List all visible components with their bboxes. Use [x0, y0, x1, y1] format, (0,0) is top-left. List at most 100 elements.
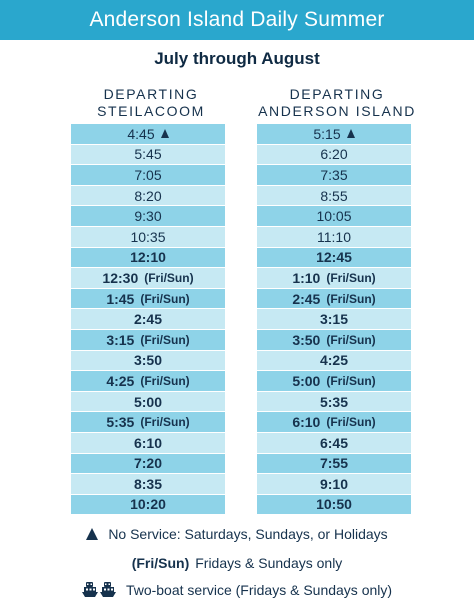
departure-time: 9:30 — [134, 208, 162, 225]
schedule-row: 1:45 (Fri/Sun) — [71, 288, 225, 309]
steilacoom-departures: 4:45 5:45 7:05 8:20 9:30 10:35 12:10 12:30 (Fri/… — [71, 124, 225, 515]
departure-time: 7:05 — [134, 166, 162, 183]
departure-time: 8:55 — [320, 187, 348, 204]
schedule-row: 9:30 — [71, 206, 225, 226]
schedule-row: 8:35 — [71, 474, 225, 494]
legend-no-service-text: No Service: Saturdays, Sundays, or Holid… — [108, 526, 388, 542]
legend-fri-sun: (Fri/Sun) Fridays & Sundays only — [0, 555, 474, 571]
schedule-row: 7:55 — [257, 453, 411, 474]
triangle-icon — [346, 129, 355, 139]
column-heading-line2: ANDERSON ISLAND — [258, 103, 416, 119]
schedule-row: 10:50 — [257, 494, 411, 515]
schedule-row: 6:45 — [257, 432, 411, 453]
departure-time: 8:35 — [133, 475, 163, 492]
schedule-row: 3:15 (Fri/Sun) — [71, 329, 225, 350]
departure-time: 4:25 — [319, 352, 349, 369]
departure-time: 5:15 — [313, 125, 341, 142]
legend-two-boat-text: Two-boat service (Fridays & Sundays only… — [125, 582, 393, 598]
schedule-row: 6:10 (Fri/Sun) — [257, 412, 411, 432]
fri-sun-note: (Fri/Sun) — [140, 332, 190, 347]
schedule-row: 5:35 — [257, 391, 411, 412]
schedule-row: 10:35 — [71, 226, 225, 247]
departure-time: 2:45 — [133, 311, 163, 328]
fri-sun-note: (Fri/Sun) — [326, 291, 376, 306]
schedule-row: 9:10 — [257, 474, 411, 494]
departure-time: 3:15 — [106, 331, 135, 348]
fri-sun-note: (Fri/Sun) — [326, 270, 376, 285]
schedule-row: 10:20 — [71, 494, 225, 515]
departure-time: 10:05 — [316, 208, 352, 225]
schedule-row: 3:50 — [71, 350, 225, 371]
schedule-row: 5:00 — [71, 391, 225, 412]
departure-time: 4:45 — [127, 125, 155, 142]
departure-time: 3:15 — [319, 311, 349, 328]
schedule-row: 3:15 — [257, 309, 411, 329]
departure-time: 7:20 — [133, 455, 163, 472]
departure-time: 6:10 — [292, 414, 321, 431]
schedule-row: 4:45 — [71, 124, 225, 144]
fri-sun-note: (Fri/Sun) — [140, 373, 190, 388]
column-heading-line2: STEILACOOM — [97, 103, 205, 119]
departure-time: 1:45 — [106, 290, 135, 307]
fri-sun-note: (Fri/Sun) — [144, 270, 194, 285]
two-ferries-icon — [81, 580, 118, 600]
schedule-row: 6:20 — [257, 144, 411, 165]
fri-sun-note: (Fri/Sun) — [326, 415, 376, 430]
schedule-row: 4:25 — [257, 350, 411, 371]
schedule-row: 8:20 — [71, 185, 225, 206]
departure-time: 5:35 — [106, 414, 135, 431]
triangle-icon — [86, 528, 99, 540]
schedule-row: 12:10 — [71, 247, 225, 268]
schedule-row: 10:05 — [257, 206, 411, 226]
schedule-row: 12:30 (Fri/Sun) — [71, 268, 225, 288]
departure-time: 1:10 — [292, 269, 321, 286]
departure-time: 9:10 — [319, 475, 349, 492]
column-heading-steilacoom: DEPARTING STEILACOOM — [71, 86, 231, 120]
legend-fri-sun-code: (Fri/Sun) — [131, 555, 190, 571]
departure-time: 5:45 — [134, 146, 162, 163]
page-title: Anderson Island Daily Summer — [89, 8, 385, 31]
schedule-row: 2:45 (Fri/Sun) — [257, 288, 411, 309]
departure-time: 8:20 — [134, 187, 162, 204]
departure-time: 2:45 — [292, 290, 321, 307]
departure-time: 5:35 — [319, 393, 349, 410]
departure-time: 3:50 — [133, 352, 163, 369]
schedule-row: 5:35 (Fri/Sun) — [71, 412, 225, 432]
schedule-row: 7:35 — [257, 165, 411, 185]
column-heading-line1: DEPARTING — [289, 86, 385, 102]
departure-time: 12:45 — [316, 249, 352, 266]
column-heading-line1: DEPARTING — [103, 86, 199, 102]
schedule-row: 5:00 (Fri/Sun) — [257, 371, 411, 391]
schedule-row: 1:10 (Fri/Sun) — [257, 268, 411, 288]
schedule-row: 4:25 (Fri/Sun) — [71, 371, 225, 391]
schedule-row: 3:50 (Fri/Sun) — [257, 329, 411, 350]
departure-time: 6:20 — [320, 146, 348, 163]
schedule-row: 11:10 — [257, 226, 411, 247]
schedule-row: 12:45 — [257, 247, 411, 268]
legend-no-service: No Service: Saturdays, Sundays, or Holid… — [0, 526, 474, 542]
departure-time: 6:45 — [319, 434, 349, 451]
fri-sun-note: (Fri/Sun) — [140, 291, 190, 306]
triangle-icon — [160, 129, 169, 139]
schedule-row: 7:05 — [71, 165, 225, 185]
departure-time: 10:20 — [130, 496, 166, 513]
departure-time: 12:10 — [130, 249, 166, 266]
column-heading-anderson-island: DEPARTING ANDERSON ISLAND — [257, 86, 417, 120]
schedule-row: 2:45 — [71, 309, 225, 329]
departure-time: 4:25 — [106, 372, 135, 389]
schedule-subtitle: July through August — [154, 49, 320, 68]
departure-time: 5:00 — [133, 393, 163, 410]
departure-time: 11:10 — [317, 228, 351, 245]
schedule-row: 7:20 — [71, 453, 225, 474]
departure-time: 7:35 — [320, 166, 348, 183]
schedule-row: 5:45 — [71, 144, 225, 165]
fri-sun-note: (Fri/Sun) — [140, 415, 190, 430]
fri-sun-note: (Fri/Sun) — [326, 373, 376, 388]
schedule-row: 6:10 — [71, 432, 225, 453]
departure-time: 6:10 — [133, 434, 163, 451]
page-header: Anderson Island Daily Summer — [0, 0, 474, 40]
departure-time: 10:35 — [130, 228, 166, 245]
legend-two-boat: Two-boat service (Fridays & Sundays only… — [0, 580, 474, 600]
schedule-row: 8:55 — [257, 185, 411, 206]
departure-time: 12:30 — [102, 269, 139, 286]
